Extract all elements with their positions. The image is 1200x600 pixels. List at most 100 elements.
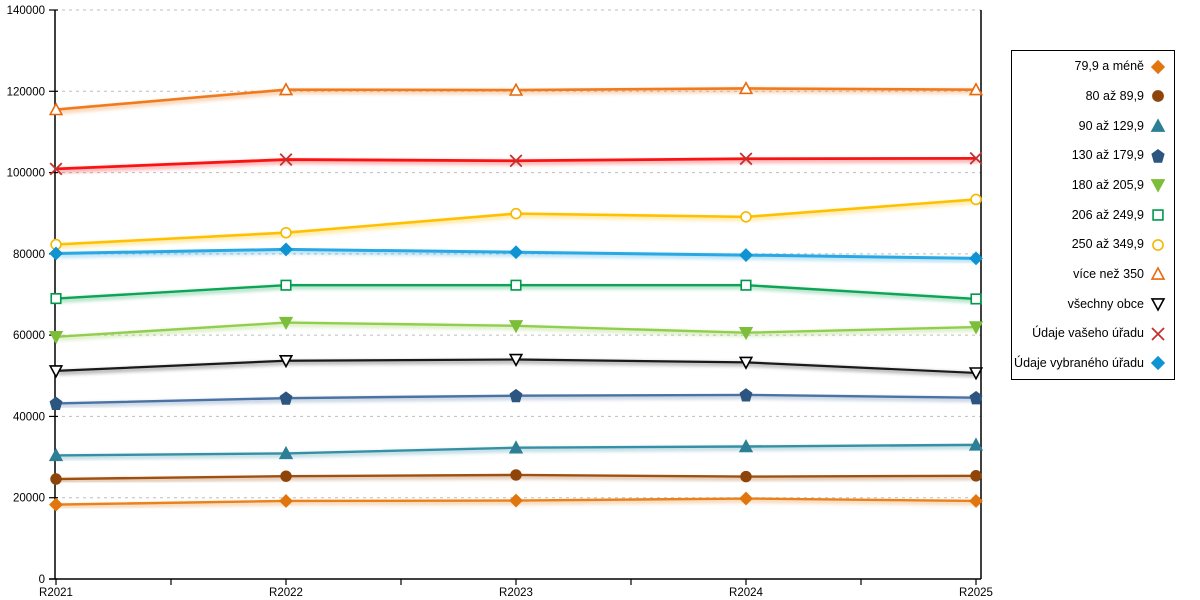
series-marker-pentagon [279,391,293,405]
series-marker-diamond [49,246,63,261]
series-6 [50,279,982,305]
series-marker-square [740,279,752,291]
series-marker-triangle-up [278,445,294,460]
legend-marker-x-icon [1151,326,1165,341]
legend-label: 130 až 179,9 [1071,148,1144,163]
series-marker-triangle-up [278,82,294,96]
legend-marker-glyph [1150,118,1166,132]
legend-marker-circle-icon [1152,90,1164,103]
legend-marker-glyph [1152,238,1164,251]
legend-item-9: všechny obce [1012,290,1174,318]
legend-marker-glyph [1150,356,1166,371]
series-line-glow [58,359,979,378]
legend-marker-glyph [1150,266,1166,281]
legend-item-4: 130 až 179,9 [1012,142,1174,170]
series-marker-circle [970,193,982,206]
series-marker-x [509,154,523,168]
series-marker-diamond [969,494,983,508]
legend-marker-diamond-icon [1150,356,1166,371]
legend-item-11: Údaje vybraného úřadu [1012,349,1174,377]
series-marker-diamond [49,497,63,512]
series-4 [49,388,983,411]
series-marker-triangle-down [278,355,294,369]
legend-label: více než 350 [1073,267,1144,281]
series-marker-diamond [509,245,523,260]
series-line-glow [58,198,979,250]
series-marker-diamond [279,242,293,257]
legend-item-8: více než 350 [1012,260,1174,288]
series-marker-x [969,151,983,165]
series-marker-pentagon [969,390,983,405]
legend-label: 79,9 a méně [1074,59,1145,74]
legend-label: 90 až 129,9 [1078,118,1144,133]
legend-item-10: Údaje vašeho úřadu [1012,320,1174,348]
legend-item-2: 80 až 89,9 [1012,82,1174,110]
y-tick-label: 0 [39,574,45,586]
series-marker-triangle-down [738,356,754,370]
legend-marker-triangle-up-icon [1150,118,1166,132]
series-marker-triangle-down [508,320,524,334]
legend-marker-glyph [1152,90,1164,103]
series-marker-x [739,152,753,166]
series-marker-triangle-up [508,82,524,96]
series-marker-circle [280,470,292,482]
series-marker-x [49,162,63,176]
series-11 [49,242,983,266]
series-marker-triangle-down [508,353,524,368]
legend-marker-square-icon [1152,209,1164,221]
series-marker-pentagon [509,388,523,403]
legend-marker-circle-icon [1152,238,1164,251]
series-1 [49,491,983,512]
legend-item-1: 79,9 a méně [1012,53,1174,81]
legend-item-6: 206 až 249,9 [1012,201,1174,229]
legend-label: 180 až 205,9 [1071,178,1144,193]
legend-item-5: 180 až 205,9 [1012,171,1174,199]
series-marker-square [970,293,982,305]
series-marker-triangle-up [48,447,64,462]
series-marker-circle [740,470,752,483]
x-tick-label: R2022 [269,587,303,599]
legend-label: 250 až 349,9 [1071,237,1144,252]
y-tick-label: 40000 [13,411,45,423]
series-marker-square [280,279,292,291]
series-marker-pentagon [49,396,63,411]
series-marker-circle [280,226,292,239]
legend-marker-diamond-icon [1150,59,1166,74]
series-2 [50,469,982,485]
legend-label: 80 až 89,9 [1085,89,1144,104]
series-marker-diamond [279,494,293,508]
series-marker-circle [510,469,522,481]
series-marker-triangle-up [968,82,984,96]
legend-marker-glyph [1150,179,1166,193]
series-marker-triangle-up [738,80,754,95]
legend-marker-triangle-down-icon [1150,179,1166,193]
y-tick-label: 20000 [13,493,45,505]
series-marker-diamond [509,493,523,508]
series-marker-square [510,279,522,291]
series-marker-triangle-down [48,365,64,379]
legend-marker-glyph [1150,298,1166,312]
series-marker-triangle-down [968,321,984,335]
legend-box: 79,9 a méně 80 až 89,9 90 až 129,9 130 až 1… [1011,50,1175,380]
y-tick-label: 120000 [7,86,45,98]
legend-label: všechny obce [1067,296,1144,311]
series-5 [48,316,984,345]
y-tick-label: 140000 [7,5,45,17]
legend-item-7: 250 až 349,9 [1012,231,1174,259]
series-marker-diamond [739,248,753,263]
legend-marker-glyph [1151,148,1165,163]
series-marker-square [50,293,62,305]
series-marker-triangle-up [738,439,754,453]
legend-label: Údaje vašeho úřadu [1032,326,1144,341]
legend-label: 206 až 249,9 [1071,207,1144,222]
series-marker-circle [970,470,982,482]
series-10 [49,151,983,176]
series-8 [48,80,984,116]
legend-marker-pentagon-icon [1151,148,1165,163]
series-marker-diamond [969,251,983,266]
x-tick-label: R2025 [959,587,993,599]
legend-label: Údaje vybraného úřadu [1014,355,1144,370]
legend-marker-triangle-down-icon [1150,298,1166,312]
series-marker-triangle-down [48,331,64,345]
